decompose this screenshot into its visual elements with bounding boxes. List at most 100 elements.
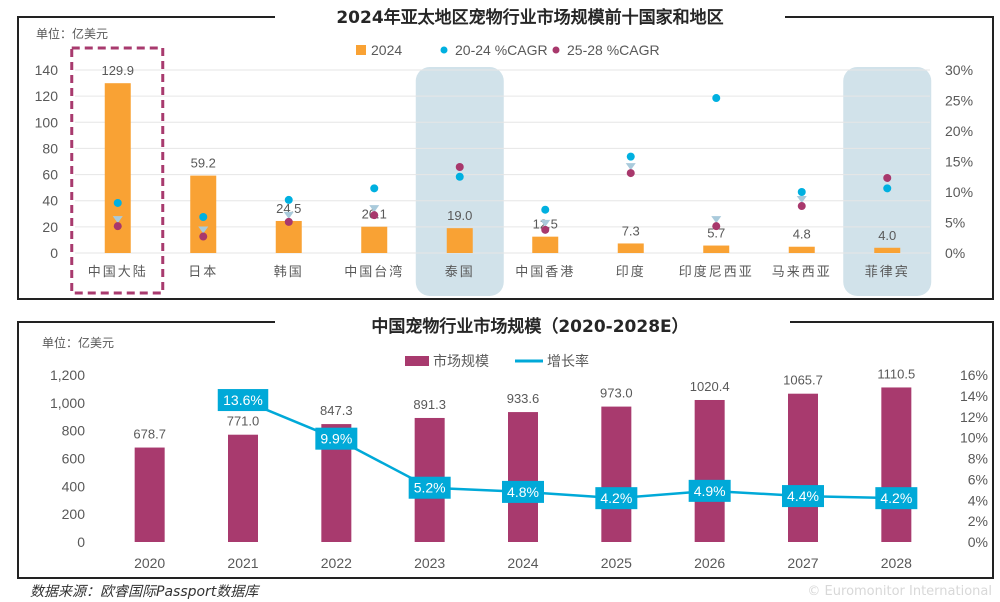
- arrow-head: [283, 211, 294, 219]
- arrow-head: [198, 226, 209, 234]
- data-label: 129.9: [101, 63, 134, 78]
- bar: [694, 399, 725, 542]
- bar: [881, 387, 912, 542]
- top-unit-label: 单位：亿美元: [36, 26, 108, 41]
- x-tick-label: 2027: [787, 555, 818, 571]
- y2-tick-label: 12%: [960, 409, 988, 425]
- x-tick-label: 中国台湾: [344, 264, 404, 279]
- y-tick-label: 20: [42, 219, 58, 235]
- y-tick-label: 0: [77, 534, 85, 550]
- bar: [275, 220, 302, 253]
- growth-label: 5.2%: [414, 480, 446, 496]
- legend-label: 增长率: [547, 353, 589, 369]
- x-tick-label: 2023: [414, 555, 445, 571]
- data-label: 1110.5: [877, 366, 915, 381]
- bottom-unit-label: 单位：亿美元: [42, 335, 114, 350]
- growth-label: 4.8%: [507, 484, 539, 500]
- growth-label-box: [502, 480, 544, 503]
- arrow-head: [112, 216, 123, 224]
- x-tick-label: 2026: [694, 555, 725, 571]
- y2-tick-label: 8%: [968, 451, 988, 467]
- x-tick-label: 2022: [321, 555, 352, 571]
- bar: [617, 243, 644, 253]
- data-label: 973.0: [600, 386, 633, 401]
- y2-tick-label: 0%: [968, 534, 988, 550]
- bar: [228, 434, 258, 542]
- data-label: 4.0: [878, 228, 896, 243]
- cagr-2020-24-point: [455, 172, 464, 181]
- y2-tick-label: 30%: [945, 62, 973, 78]
- data-label: 771.0: [227, 414, 260, 429]
- cagr-2025-28-point: [797, 202, 806, 211]
- cagr-2025-28-point: [199, 232, 208, 241]
- growth-label: 9.9%: [320, 431, 352, 447]
- bar: [134, 447, 165, 542]
- cagr-2020-24-point: [712, 94, 721, 103]
- growth-label-box: [315, 427, 358, 450]
- data-label: 933.6: [507, 391, 540, 406]
- y2-tick-label: 14%: [960, 388, 988, 404]
- data-label: 4.8: [793, 227, 811, 242]
- y-tick-label: 1,200: [50, 367, 85, 383]
- arrow-head: [711, 216, 722, 224]
- y-tick-label: 1,000: [50, 395, 85, 411]
- data-label: 1065.7: [783, 373, 823, 388]
- legend-swatch: [405, 356, 429, 366]
- x-tick-label: 2028: [881, 555, 912, 571]
- arrow-head: [625, 163, 636, 171]
- bar: [361, 226, 388, 253]
- legend-swatch: [440, 46, 448, 54]
- legend-label: 25-28 %CAGR: [567, 42, 660, 58]
- bar: [703, 245, 730, 253]
- growth-label-box: [217, 389, 269, 412]
- growth-label-box: [688, 479, 731, 502]
- cagr-2025-28-point: [370, 211, 379, 220]
- legend-label: 20-24 %CAGR: [455, 42, 548, 58]
- x-tick-label: 印度: [616, 264, 646, 279]
- y2-tick-label: 5%: [945, 215, 965, 231]
- y-tick-label: 600: [62, 451, 86, 467]
- cagr-2025-28-point: [113, 222, 122, 231]
- x-tick-label: 日本: [188, 264, 218, 279]
- y2-tick-label: 15%: [945, 154, 973, 170]
- cagr-2020-24-point: [626, 152, 635, 161]
- cagr-2020-24-point: [883, 184, 892, 193]
- bar: [788, 246, 815, 253]
- x-tick-label: 2025: [601, 555, 632, 571]
- y2-tick-label: 16%: [960, 367, 988, 383]
- y-tick-label: 400: [62, 478, 86, 494]
- x-tick-label: 马来西亚: [772, 264, 832, 279]
- watermark: © Euromonitor International: [807, 584, 992, 599]
- bar: [532, 236, 559, 253]
- y-tick-label: 100: [35, 114, 59, 130]
- growth-label: 4.9%: [694, 483, 726, 499]
- y-tick-label: 60: [42, 167, 58, 183]
- cagr-2020-24-point: [284, 195, 293, 204]
- bar: [601, 406, 632, 542]
- top-chart-title: 2024年亚太地区宠物行业市场规模前十国家和地区: [336, 7, 723, 28]
- x-tick-label: 中国香港: [515, 264, 575, 279]
- growth-label: 4.4%: [787, 488, 819, 504]
- legend-label: 市场规模: [433, 353, 489, 369]
- y-tick-label: 120: [35, 88, 59, 104]
- y2-tick-label: 4%: [968, 492, 988, 508]
- x-tick-label: 菲律宾: [865, 264, 910, 279]
- legend-swatch: [552, 46, 560, 54]
- legend-label: 2024: [371, 42, 402, 58]
- arrow-head: [540, 219, 551, 227]
- growth-label-box: [875, 487, 918, 510]
- bar: [508, 412, 538, 542]
- y2-tick-label: 2%: [968, 513, 988, 529]
- x-tick-label: 2021: [227, 555, 258, 571]
- data-label: 59.2: [191, 156, 216, 171]
- y2-tick-label: 10%: [960, 430, 988, 446]
- cagr-2025-28-point: [626, 169, 635, 178]
- y-tick-label: 140: [35, 62, 59, 78]
- growth-label: 4.2%: [880, 490, 912, 506]
- growth-label-box: [408, 476, 451, 499]
- x-tick-label: 印度尼西亚: [679, 264, 754, 279]
- arrow-head: [369, 205, 380, 213]
- cagr-2020-24-point: [370, 184, 379, 193]
- growth-label: 4.2%: [600, 490, 632, 506]
